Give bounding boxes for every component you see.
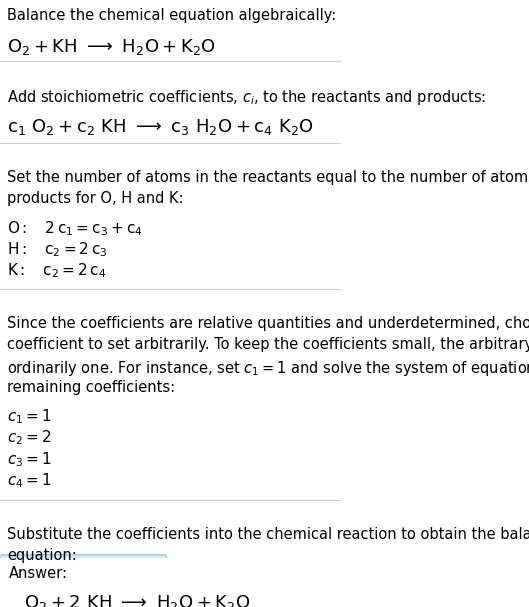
Text: $\mathrm{O: \ \ \ 2\,c_1 = c_3 + c_4}$: $\mathrm{O: \ \ \ 2\,c_1 = c_3 + c_4}$ (7, 219, 143, 238)
Text: products for O, H and K:: products for O, H and K: (7, 191, 184, 206)
Text: $\mathrm{c_1 \ O_2 + c_2 \ KH \ \longrightarrow \ c_3 \ H_2O + c_4 \ K_2O}$: $\mathrm{c_1 \ O_2 + c_2 \ KH \ \longrig… (7, 117, 314, 137)
Text: $\mathrm{H: \ \ \ c_2 = 2\,c_3}$: $\mathrm{H: \ \ \ c_2 = 2\,c_3}$ (7, 240, 107, 259)
Text: Substitute the coefficients into the chemical reaction to obtain the balanced: Substitute the coefficients into the che… (7, 527, 529, 542)
Text: remaining coefficients:: remaining coefficients: (7, 380, 175, 395)
Text: $\mathrm{O_2 + KH \ \longrightarrow \ H_2O + K_2O}$: $\mathrm{O_2 + KH \ \longrightarrow \ H_… (7, 38, 216, 57)
Text: $c_3 = 1$: $c_3 = 1$ (7, 450, 51, 469)
Text: Since the coefficients are relative quantities and underdetermined, choose a: Since the coefficients are relative quan… (7, 316, 529, 331)
Text: coefficient to set arbitrarily. To keep the coefficients small, the arbitrary va: coefficient to set arbitrarily. To keep … (7, 337, 529, 352)
Text: $c_1 = 1$: $c_1 = 1$ (7, 407, 51, 426)
Text: $c_4 = 1$: $c_4 = 1$ (7, 471, 51, 490)
Text: $c_2 = 2$: $c_2 = 2$ (7, 429, 51, 447)
Text: Answer:: Answer: (8, 566, 68, 581)
Text: Add stoichiometric coefficients, $c_i$, to the reactants and products:: Add stoichiometric coefficients, $c_i$, … (7, 87, 486, 107)
Text: $\mathrm{O_2 + 2 \ KH \ \longrightarrow \ H_2O + K_2O}$: $\mathrm{O_2 + 2 \ KH \ \longrightarrow … (24, 592, 250, 607)
FancyBboxPatch shape (0, 555, 167, 607)
Text: Balance the chemical equation algebraically:: Balance the chemical equation algebraica… (7, 8, 336, 23)
Text: Set the number of atoms in the reactants equal to the number of atoms in the: Set the number of atoms in the reactants… (7, 170, 529, 185)
Text: ordinarily one. For instance, set $c_1 = 1$ and solve the system of equations fo: ordinarily one. For instance, set $c_1 =… (7, 359, 529, 378)
Text: equation:: equation: (7, 548, 77, 563)
Text: $\mathrm{K: \ \ \ c_2 = 2\,c_4}$: $\mathrm{K: \ \ \ c_2 = 2\,c_4}$ (7, 262, 106, 280)
